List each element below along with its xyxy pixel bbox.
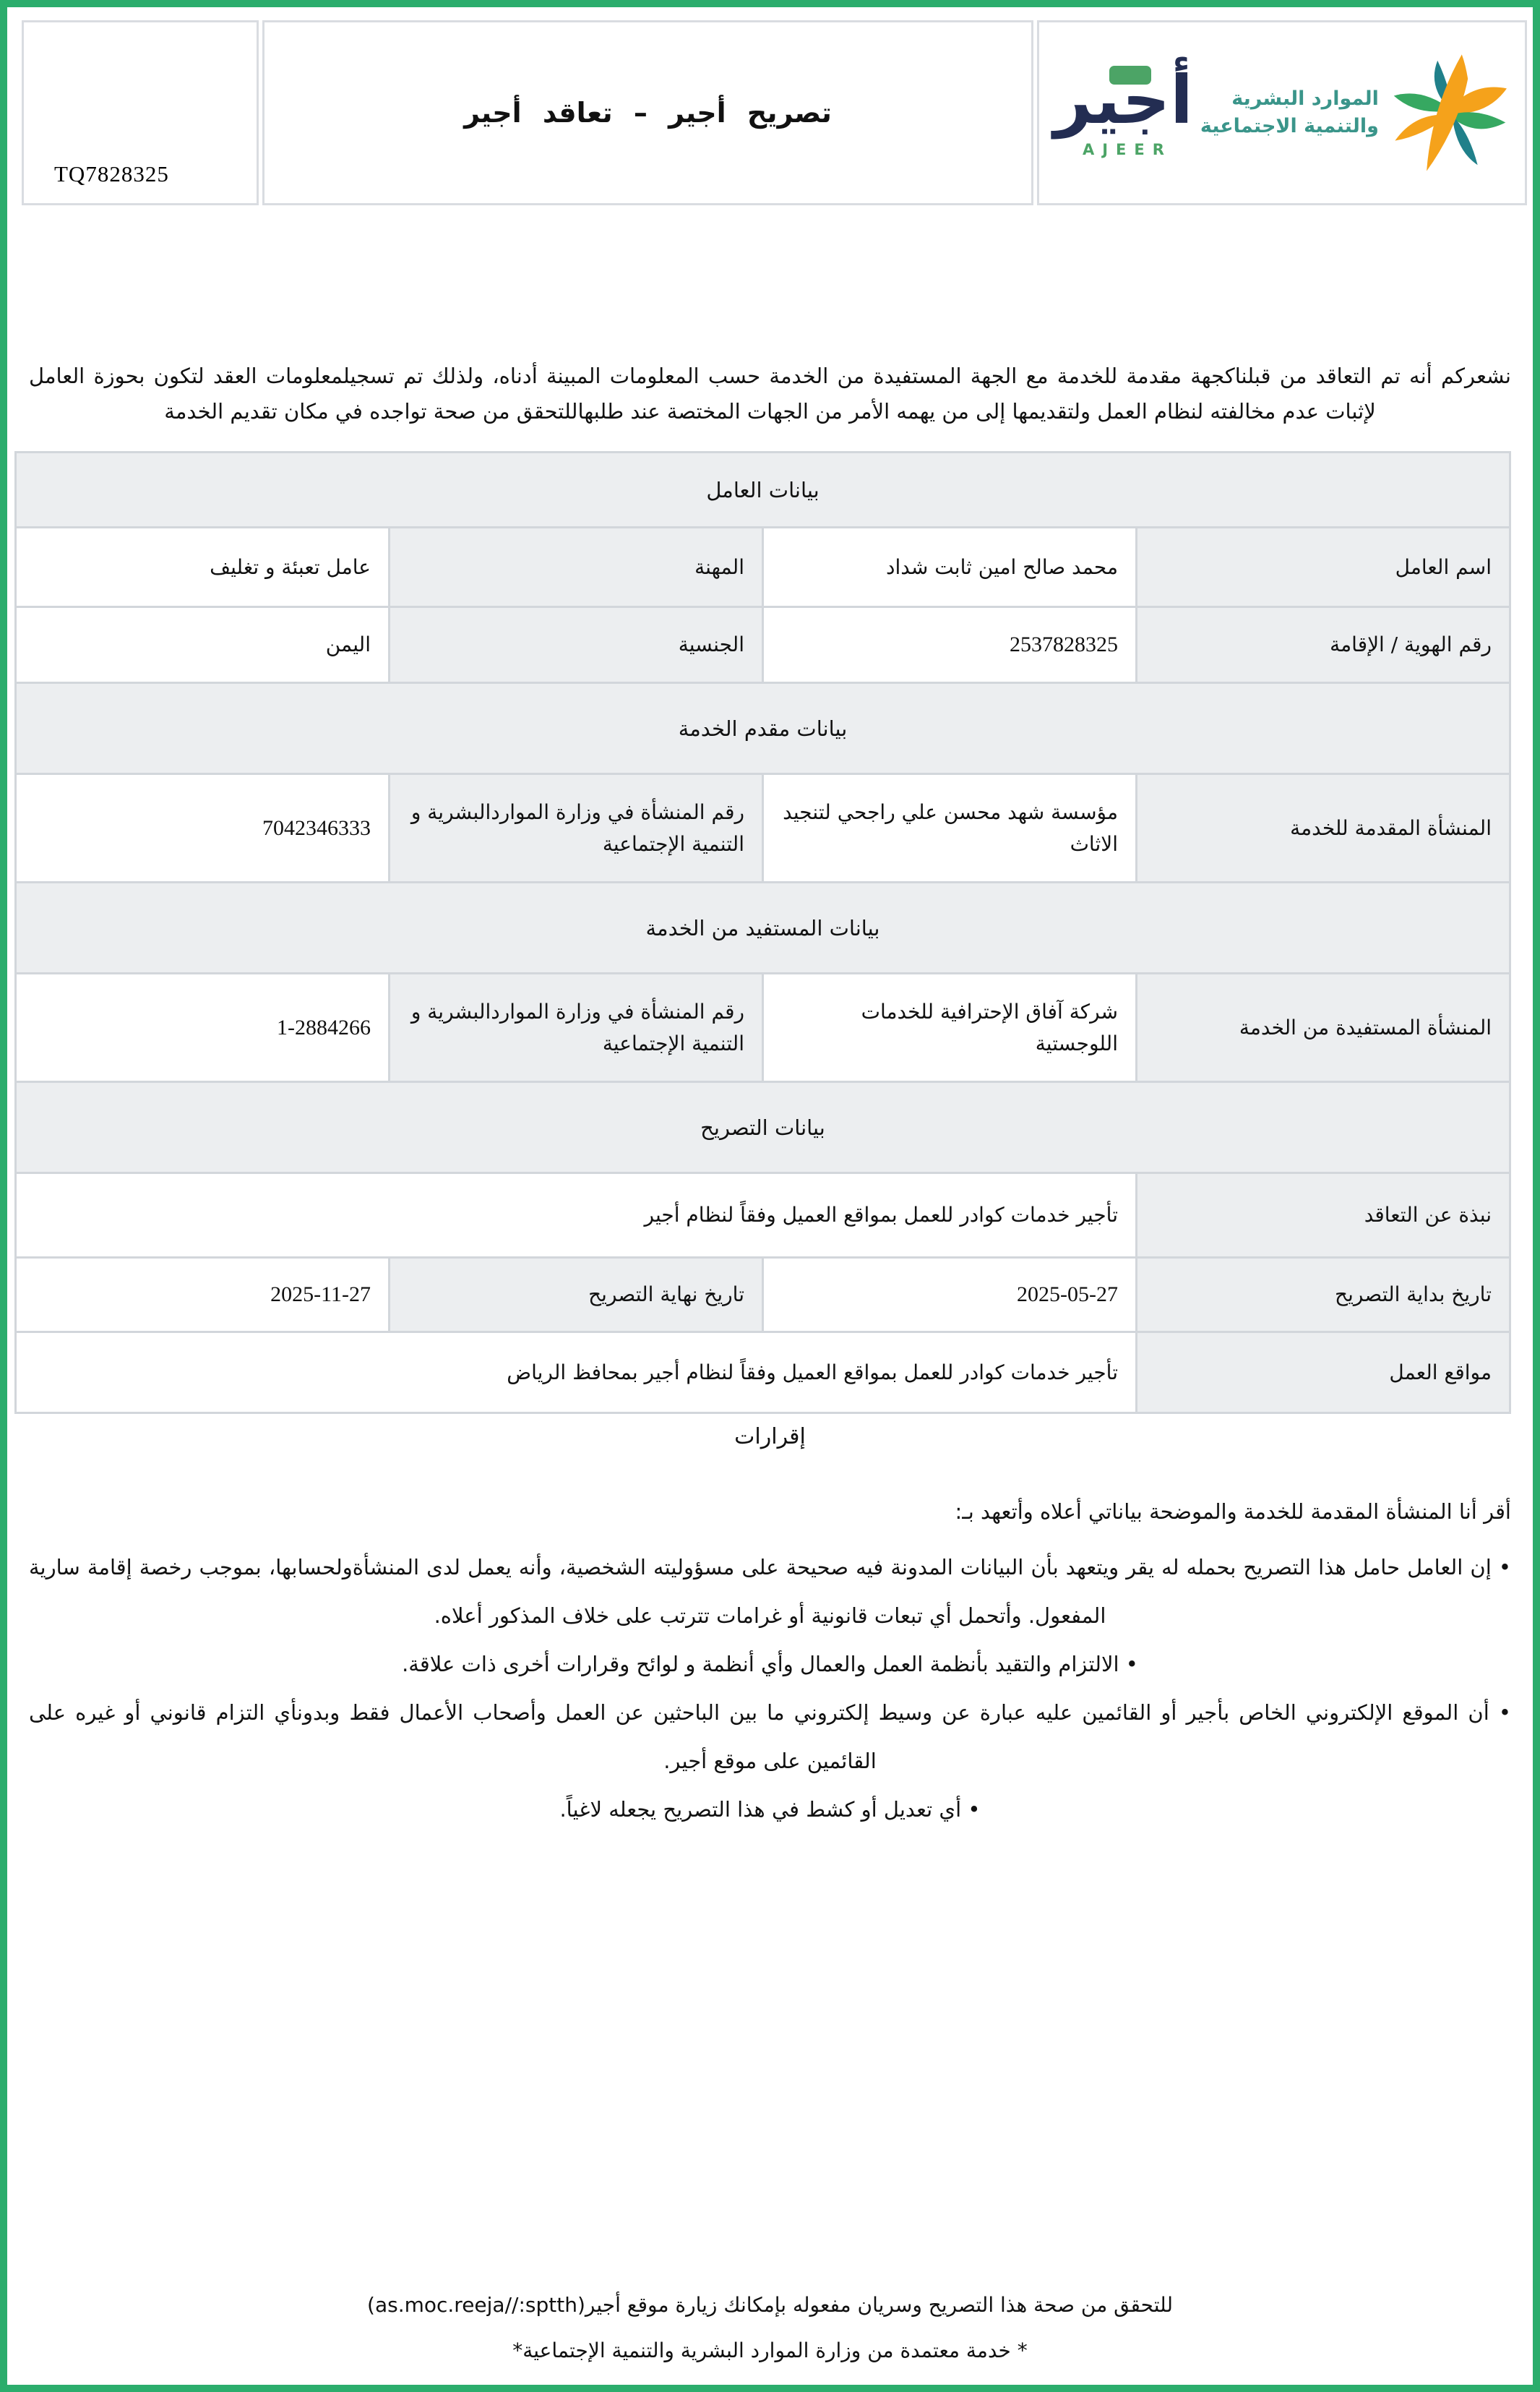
table-data-row: المنشأة المقدمة للخدمة مؤسسة شهد محسن علي… bbox=[14, 773, 1511, 883]
field-label: المنشأة المقدمة للخدمة bbox=[1135, 773, 1511, 883]
declarations-heading: إقرارات bbox=[734, 1424, 806, 1449]
section-header: بيانات العامل bbox=[14, 451, 1511, 528]
table-data-row: مواقع العمل تأجير خدمات كوادر للعمل بمواق… bbox=[14, 1331, 1511, 1414]
field-label: رقم الهوية / الإقامة bbox=[1135, 606, 1511, 684]
section-header: بيانات التصريح bbox=[14, 1081, 1511, 1174]
section-header: بيانات المستفيد من الخدمة bbox=[14, 881, 1511, 974]
table-section-row: بيانات المستفيد من الخدمة bbox=[14, 881, 1511, 974]
field-value: 2025-05-27 bbox=[762, 1256, 1137, 1333]
field-value: تأجير خدمات كوادر للعمل بمواقع العميل وف… bbox=[14, 1331, 1137, 1414]
declaration-item: أي تعديل أو كشط في هذا التصريح يجعله لاغ… bbox=[29, 1786, 1511, 1834]
ministry-logo-line2: والتنمية الاجتماعية bbox=[1200, 115, 1379, 137]
title-box: تصريح أجير – تعاقد أجير bbox=[262, 20, 1033, 205]
table-data-row: تاريخ بداية التصريح 2025-05-27 تاريخ نهاية… bbox=[14, 1256, 1511, 1333]
permit-table: بيانات العامل اسم العامل محمد صالح امين ثا… bbox=[14, 451, 1511, 1414]
ajeer-logo-green-rect bbox=[1109, 66, 1151, 85]
field-value: 2537828325 bbox=[762, 606, 1137, 684]
field-label: رقم المنشأة في وزارة المواردالبشرية و ال… bbox=[388, 773, 764, 883]
ajeer-logo-wordmark: أجير bbox=[1054, 66, 1193, 134]
field-value: عامل تعبئة و تغليف bbox=[14, 526, 390, 608]
field-value: 7042346333 bbox=[14, 773, 390, 883]
declaration-item: أن الموقع الإلكتروني الخاص بأجير أو القا… bbox=[29, 1689, 1511, 1786]
section-header: بيانات مقدم الخدمة bbox=[14, 682, 1511, 775]
document-footer: للتحقق من صحة هذا التصريح وسريان مفعوله … bbox=[7, 2282, 1533, 2373]
field-value: محمد صالح امين ثابت شداد bbox=[762, 526, 1137, 608]
field-label: المهنة bbox=[388, 526, 764, 608]
ministry-logo: الموارد البشرية والتنمية الاجتماعية bbox=[1200, 52, 1510, 173]
field-value: تأجير خدمات كوادر للعمل بمواقع العميل وف… bbox=[14, 1172, 1137, 1259]
ministry-logo-text: الموارد البشرية والتنمية الاجتماعية bbox=[1200, 85, 1379, 140]
field-label: نبذة عن التعاقد bbox=[1135, 1172, 1511, 1259]
table-data-row: نبذة عن التعاقد تأجير خدمات كوادر للعمل ب… bbox=[14, 1172, 1511, 1259]
field-value: 1-2884266 bbox=[14, 972, 390, 1083]
document-header: TQ7828325 تصريح أجير – تعاقد أجير أجير A… bbox=[7, 7, 1533, 224]
declarations-list: إن العامل حامل هذا التصريح بحمله له يقر … bbox=[29, 1543, 1511, 1834]
intro-paragraph: نشعركم أنه تم التعاقد من قبلناكجهة مقدمة… bbox=[29, 364, 1511, 424]
field-label: رقم المنشأة في وزارة المواردالبشرية و ال… bbox=[388, 972, 764, 1083]
ajeer-logo-latin-text: AJEER bbox=[1082, 141, 1172, 158]
field-label: الجنسية bbox=[388, 606, 764, 684]
table-section-row: بيانات العامل bbox=[14, 451, 1511, 528]
declaration-item: الالتزام والتقيد بأنظمة العمل والعمال وأ… bbox=[29, 1640, 1511, 1689]
table-data-row: المنشأة المستفيدة من الخدمة شركة آفاق الإ… bbox=[14, 972, 1511, 1083]
permit-number-box: TQ7828325 bbox=[22, 20, 259, 205]
field-label: اسم العامل bbox=[1135, 526, 1511, 608]
field-value: اليمن bbox=[14, 606, 390, 684]
approval-note: * خدمة معتمدة من وزارة الموارد البشرية و… bbox=[512, 2339, 1028, 2362]
ajeer-logo: أجير AJEER bbox=[1054, 66, 1193, 158]
table-section-row: بيانات التصريح bbox=[14, 1081, 1511, 1174]
field-label: مواقع العمل bbox=[1135, 1331, 1511, 1414]
declaration-item: إن العامل حامل هذا التصريح بحمله له يقر … bbox=[29, 1543, 1511, 1640]
ministry-palm-star-icon bbox=[1393, 54, 1507, 171]
logos-box: أجير AJEER الموارد البشرية والتنمية الاج… bbox=[1037, 20, 1527, 205]
field-label: تاريخ نهاية التصريح bbox=[388, 1256, 764, 1333]
page-title: تصريح أجير – تعاقد أجير bbox=[464, 97, 832, 129]
table-data-row: رقم الهوية / الإقامة 2537828325 الجنسية الي… bbox=[14, 606, 1511, 684]
verification-note: للتحقق من صحة هذا التصريح وسريان مفعوله … bbox=[367, 2293, 1173, 2317]
field-value: مؤسسة شهد محسن علي راجحي لتنجيد الاثاث bbox=[762, 773, 1137, 883]
field-label: تاريخ بداية التصريح bbox=[1135, 1256, 1511, 1333]
table-data-row: اسم العامل محمد صالح امين ثابت شداد المهنة… bbox=[14, 526, 1511, 608]
ministry-logo-line1: الموارد البشرية bbox=[1231, 87, 1379, 110]
field-value: 2025-11-27 bbox=[14, 1256, 390, 1333]
field-value: شركة آفاق الإحترافية للخدمات اللوجستية bbox=[762, 972, 1137, 1083]
permit-number: TQ7828325 bbox=[54, 161, 169, 187]
table-section-row: بيانات مقدم الخدمة bbox=[14, 682, 1511, 775]
field-label: المنشأة المستفيدة من الخدمة bbox=[1135, 972, 1511, 1083]
declarations-intro: أقر أنا المنشأة المقدمة للخدمة والموضحة … bbox=[955, 1499, 1511, 1524]
